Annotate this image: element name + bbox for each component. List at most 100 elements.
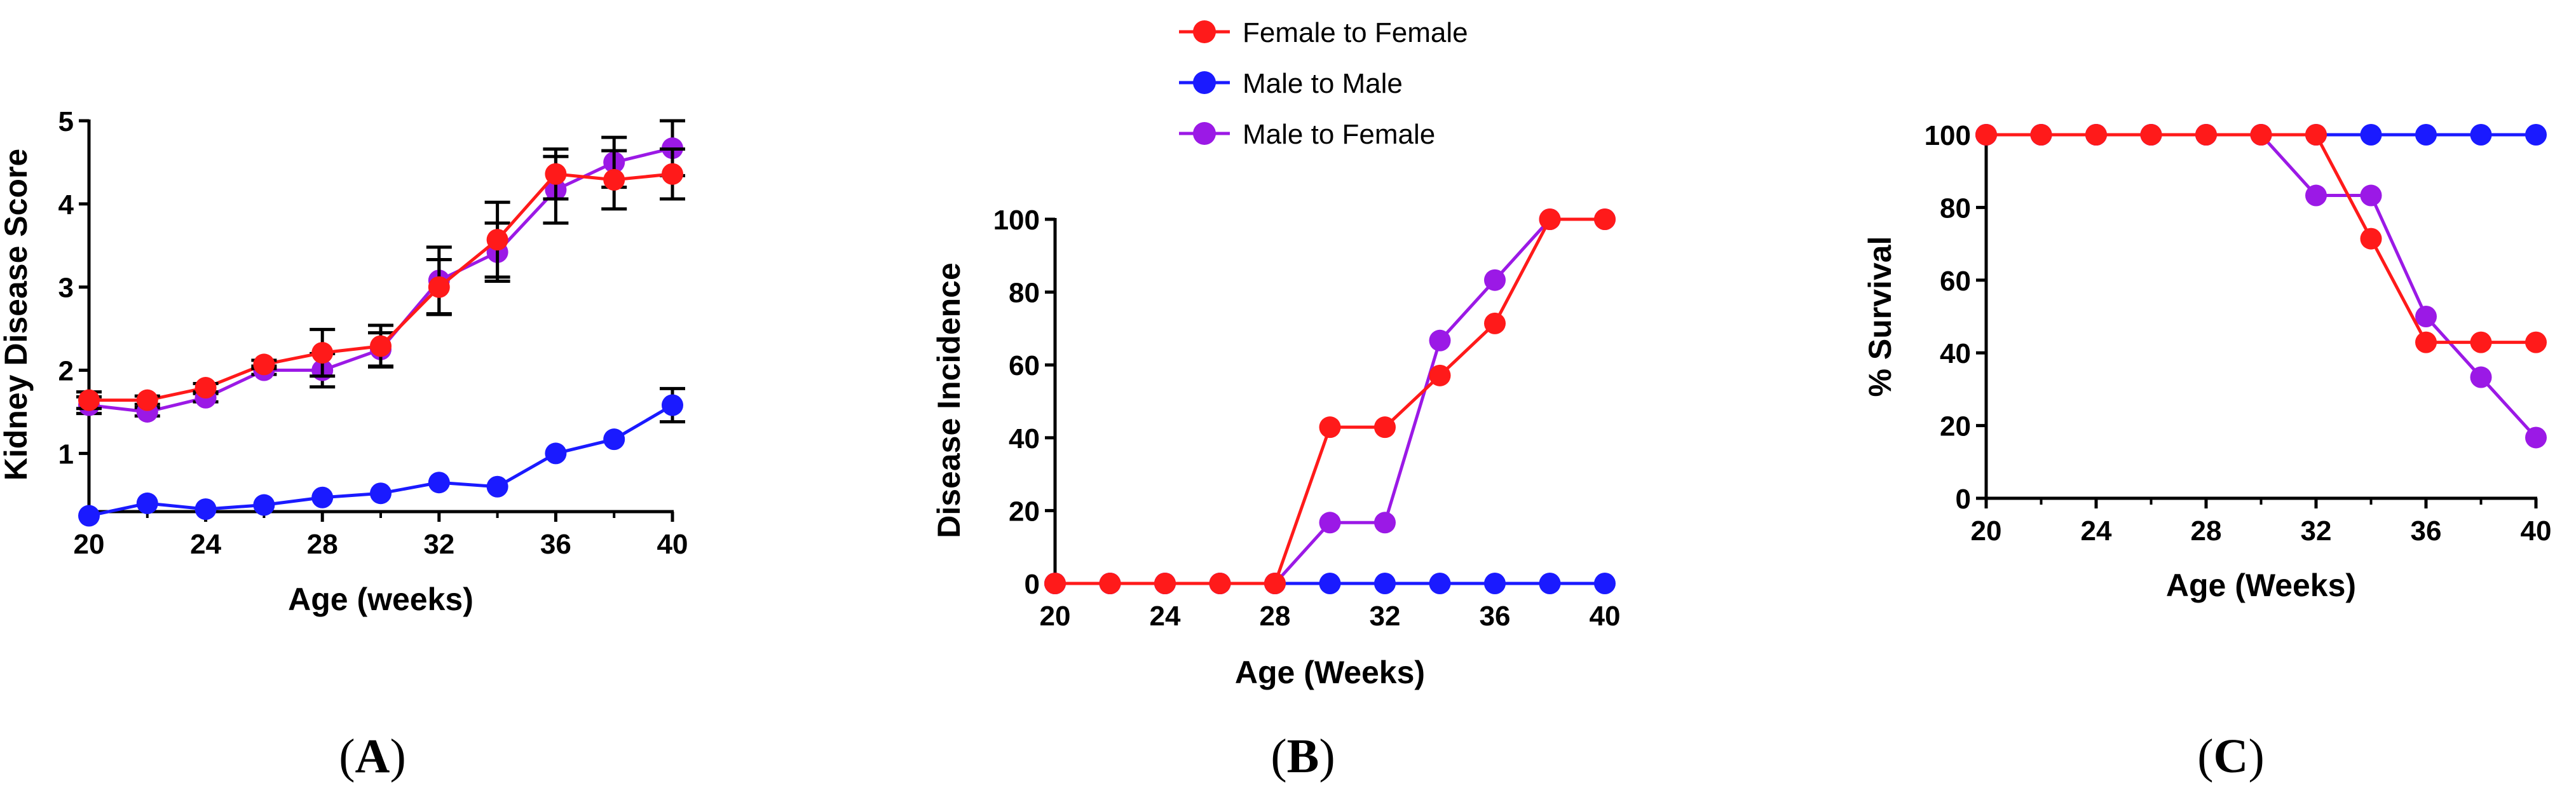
- panel-a-point-female-to-female: [662, 163, 683, 185]
- panel-b-x-tick-label: 40: [1590, 601, 1621, 632]
- panel-c-point-female-to-female: [2195, 124, 2217, 146]
- panel-c-point-female-to-female: [1975, 124, 1997, 146]
- panel-label-b-close: ): [1319, 730, 1335, 783]
- panel-b-point-female-to-female: [1374, 416, 1396, 439]
- panel-c-point-female-to-female: [2415, 331, 2437, 353]
- panel-c-point-female-to-female: [2140, 124, 2162, 146]
- panel-b-y-tick-label: 40: [1009, 423, 1040, 454]
- panel-label-c: (C): [2197, 730, 2265, 783]
- panel-c-point-female-to-female: [2525, 331, 2547, 353]
- panel-label-c-letter: C: [2214, 730, 2249, 783]
- legend-item-male-to-female: Male to Female: [1179, 119, 1435, 150]
- panel-a-point-female-to-female: [311, 342, 334, 364]
- panel-c-y-tick-label: 80: [1940, 193, 1971, 224]
- panel-a-point-male-to-male: [78, 505, 100, 527]
- panel-c-series-male-to-female: [1975, 124, 2547, 449]
- panel-label-b: (B): [1271, 730, 1335, 783]
- panel-a-y-tick-label: 5: [58, 106, 74, 137]
- panel-b-series-female-to-female: [1044, 208, 1616, 594]
- panel-label-c-open: (: [2197, 730, 2213, 783]
- panel-c-point-male-to-female: [2415, 306, 2437, 327]
- panel-c-y-tick-label: 100: [1925, 120, 1971, 151]
- panel-a-point-female-to-female: [78, 389, 100, 411]
- panel-c-y-tick-label: 60: [1940, 266, 1971, 297]
- panel-a-point-male-to-male: [253, 494, 275, 516]
- panel-a-point-male-to-male: [194, 498, 217, 521]
- panel-a-point-female-to-female: [486, 229, 508, 251]
- legend-marker-female-to-female: [1193, 20, 1216, 43]
- panel-label-b-open: (: [1271, 730, 1286, 783]
- panel-a-point-male-to-male: [545, 442, 567, 465]
- panel-b-y-tick-label: 0: [1025, 569, 1040, 600]
- panel-b-x-axis-title: Age (Weeks): [1235, 655, 1425, 690]
- panel-b-y-tick-label: 60: [1009, 350, 1040, 381]
- panel-c-point-female-to-female: [2360, 228, 2382, 250]
- panel-a-x-tick-label: 28: [307, 529, 338, 560]
- panel-a-y-tick-label: 4: [58, 189, 74, 221]
- panel-c-point-male-to-female: [2525, 426, 2547, 449]
- panel-a-y-tick-label: 1: [58, 439, 74, 470]
- panel-a-point-female-to-female: [603, 168, 625, 191]
- panel-label-c-close: ): [2248, 730, 2264, 783]
- panel-b-point-male-to-female: [1374, 512, 1396, 534]
- panel-b-point-female-to-female: [1484, 312, 1506, 334]
- panel-b-point-male-to-male: [1484, 573, 1506, 594]
- panel-c-y-tick-label: 40: [1940, 338, 1971, 369]
- panel-label-a-close: ): [390, 730, 405, 783]
- panel-b-y-tick-label: 100: [993, 205, 1040, 236]
- panel-c-x-tick-label: 40: [2521, 515, 2552, 547]
- panel-a-point-male-to-male: [311, 486, 334, 508]
- panel-a-point-male-to-male: [136, 492, 158, 514]
- panel-c-x-tick-label: 24: [2081, 515, 2112, 547]
- panel-b-x-tick-label: 36: [1480, 601, 1511, 632]
- panel-c-point-female-to-female: [2085, 124, 2107, 146]
- panel-a-point-male-to-male: [603, 428, 625, 451]
- panel-a-series-female-to-female: [76, 147, 685, 411]
- panel-a-series-male-to-male: [78, 386, 685, 527]
- panel-a-series-line-male-to-female: [88, 146, 673, 414]
- panel-b-point-female-to-female: [1539, 208, 1561, 230]
- panel-b-y-tick-label: 80: [1009, 278, 1040, 309]
- panel-c-point-male-to-male: [2360, 124, 2382, 146]
- panel-a-y-tick-label: 3: [58, 273, 74, 304]
- panel-c-y-tick-label: 0: [1956, 484, 1971, 515]
- panel-a-y-axis-title: Kidney Disease Score: [0, 149, 34, 481]
- legend-item-male-to-male: Male to Male: [1179, 68, 1403, 99]
- panel-b-point-male-to-male: [1429, 573, 1451, 594]
- panel-b-point-female-to-female: [1429, 364, 1451, 386]
- panel-b-x-tick-label: 28: [1260, 601, 1291, 632]
- legend-item-female-to-female: Female to Female: [1179, 17, 1468, 48]
- panel-a-x-tick-label: 40: [657, 529, 688, 560]
- panel-c-point-male-to-female: [2470, 366, 2492, 388]
- panel-b-point-female-to-female: [1319, 416, 1341, 439]
- panel-c-x-tick-label: 36: [2411, 515, 2442, 547]
- panel-b-point-female-to-female: [1209, 573, 1231, 594]
- panel-a-series-male-to-female: [76, 119, 685, 423]
- panel-b-x-tick-label: 32: [1370, 601, 1401, 632]
- panel-c-point-female-to-female: [2250, 124, 2272, 146]
- panel-a-point-male-to-male: [662, 394, 683, 416]
- panel-a-point-female-to-female: [136, 389, 158, 411]
- legend-label-male-to-male: Male to Male: [1243, 68, 1403, 99]
- panel-label-a-open: (: [339, 730, 355, 783]
- panel-b-point-male-to-male: [1539, 573, 1561, 594]
- panel-c-point-male-to-female: [2305, 184, 2327, 207]
- panel-c-point-male-to-male: [2470, 124, 2492, 146]
- panel-b-point-female-to-female: [1099, 573, 1121, 594]
- panel-a-point-female-to-female: [545, 163, 567, 185]
- panel-b-point-female-to-female: [1044, 573, 1066, 594]
- panel-a-x-tick-label: 24: [190, 529, 221, 560]
- panel-label-a: (A): [339, 730, 406, 783]
- panel-c-series-line-female-to-female: [1986, 133, 2536, 344]
- panel-b-point-male-to-male: [1594, 573, 1616, 594]
- panel-c-point-female-to-female: [2030, 124, 2052, 146]
- panel-label-a-letter: A: [355, 730, 390, 783]
- panel-c-point-female-to-female: [2470, 331, 2492, 353]
- panel-a-y-tick-label: 2: [58, 356, 74, 387]
- panel-a-x-tick-label: 36: [540, 529, 571, 560]
- panel-c-point-male-to-male: [2525, 124, 2547, 146]
- panel-c-point-male-to-female: [2360, 184, 2382, 207]
- panel-b-y-axis-title: Disease Incidence: [931, 262, 967, 538]
